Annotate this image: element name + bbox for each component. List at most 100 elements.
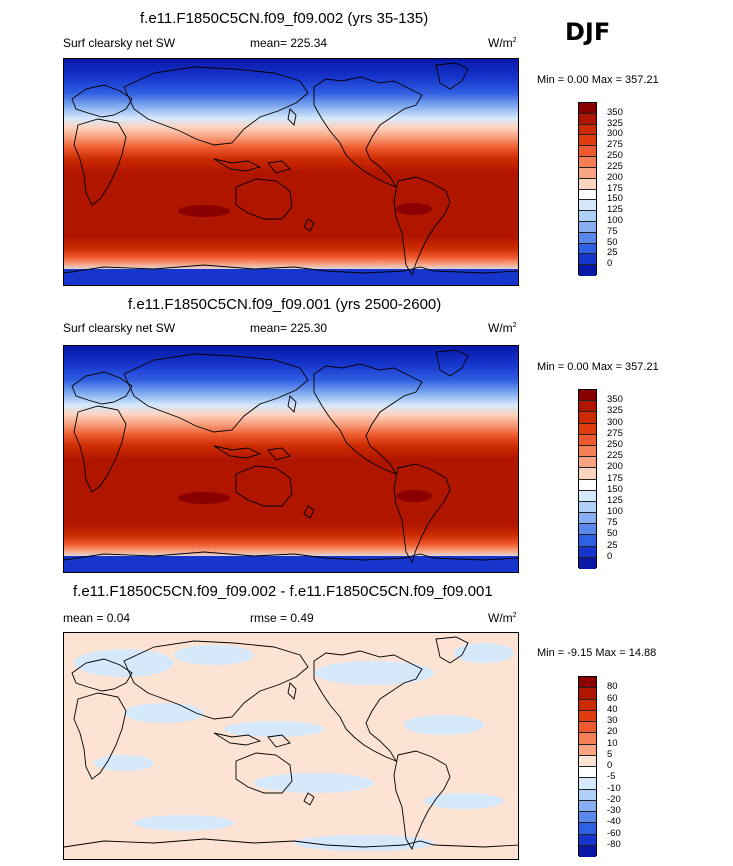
colorbar-tick-label: -20 [607, 793, 621, 805]
colorbar-swatch [579, 677, 596, 689]
colorbar-tick-label: 50 [607, 236, 618, 248]
panel-middle-colorbar [578, 389, 597, 569]
colorbar-tick-label: -10 [607, 782, 621, 794]
panel-middle-min-max: Min = 0.00 Max = 357.21 [537, 361, 659, 373]
colorbar-swatch [579, 755, 596, 767]
panel-bottom-units: W/m2 [488, 611, 517, 625]
panel-bottom-mean-label: mean = 0.04 [63, 611, 131, 625]
colorbar-swatch [579, 113, 596, 125]
colorbar-swatch [579, 211, 596, 222]
colorbar-swatch [579, 103, 596, 114]
colorbar-swatch [579, 265, 596, 276]
colorbar-tick-label: 80 [607, 681, 618, 693]
colorbar-tick-label: 25 [607, 539, 618, 551]
colorbar-swatch [579, 546, 596, 558]
colorbar-swatch [579, 434, 596, 446]
colorbar-swatch [579, 135, 596, 147]
colorbar-swatch [579, 688, 596, 700]
colorbar-swatch [579, 221, 596, 233]
colorbar-tick-label: 75 [607, 225, 618, 237]
colorbar-tick-label: 275 [607, 427, 623, 439]
panel-bottom-min-max: Min = -9.15 Max = 14.88 [537, 647, 657, 659]
colorbar-swatch [579, 200, 596, 212]
panel-middle-mean-label: mean= 225.30 [250, 321, 328, 335]
colorbar-swatch [579, 157, 596, 168]
colorbar-tick-label: 175 [607, 472, 623, 484]
colorbar-tick-label: 0 [607, 550, 613, 562]
colorbar-tick-label: 125 [607, 494, 623, 506]
colorbar-swatch [579, 445, 596, 458]
panel-top-units: W/m2 [488, 36, 517, 50]
colorbar-tick-label: 250 [607, 150, 623, 162]
colorbar-swatch [579, 457, 596, 469]
colorbar-swatch [579, 479, 596, 491]
colorbar-tick-label: 0 [607, 258, 613, 270]
colorbar-swatch [579, 744, 596, 756]
colorbar-tick-label: -5 [607, 771, 616, 783]
colorbar-swatch [579, 845, 596, 857]
panel-middle-title: f.e11.F1850C5CN.f09_f09.001 (yrs 2500-26… [128, 296, 442, 313]
colorbar-tick-label: -40 [607, 816, 621, 828]
colorbar-swatch [579, 468, 596, 480]
panel-bottom-colorbar [578, 676, 597, 857]
panel-bottom-rmse-label: rmse = 0.49 [250, 611, 314, 625]
colorbar-swatch [579, 178, 596, 190]
season-label: DJF [565, 18, 611, 46]
colorbar-tick-label: 325 [607, 405, 623, 417]
colorbar-tick-label: 100 [607, 506, 623, 518]
colorbar-swatch [579, 778, 596, 790]
panel-middle-units: W/m2 [488, 321, 517, 335]
colorbar-swatch [579, 401, 596, 413]
colorbar-tick-label: 350 [607, 394, 623, 406]
panel-top-variable-label: Surf clearsky net SW [63, 36, 176, 50]
colorbar-tick-label: 350 [607, 106, 623, 118]
colorbar-tick-label: 175 [607, 182, 623, 194]
colorbar-swatch [579, 243, 596, 255]
colorbar-tick-label: -80 [607, 838, 621, 850]
colorbar-swatch [579, 699, 596, 711]
panel-top-min-max: Min = 0.00 Max = 357.21 [537, 74, 659, 86]
panel-middle-variable-label: Surf clearsky net SW [63, 321, 176, 335]
colorbar-tick-label: 300 [607, 128, 623, 140]
colorbar-tick-label: 60 [607, 692, 618, 704]
panel-bottom-title: f.e11.F1850C5CN.f09_f09.002 - f.e11.F185… [73, 583, 493, 600]
colorbar-tick-label: 40 [607, 703, 618, 715]
colorbar-swatch [579, 189, 596, 201]
colorbar-swatch [579, 412, 596, 424]
colorbar-tick-label: 200 [607, 171, 623, 183]
colorbar-tick-label: 225 [607, 450, 623, 462]
colorbar-swatch [579, 722, 596, 734]
colorbar-swatch [579, 423, 596, 435]
panel-top-title: f.e11.F1850C5CN.f09_f09.002 (yrs 35-135) [140, 10, 429, 27]
colorbar-swatch [579, 501, 596, 514]
colorbar-tick-label: 200 [607, 461, 623, 473]
colorbar-swatch [579, 834, 596, 846]
colorbar-swatch [579, 823, 596, 835]
colorbar-tick-label: 225 [607, 160, 623, 172]
colorbar-swatch [579, 800, 596, 812]
colorbar-tick-label: 300 [607, 416, 623, 428]
colorbar-swatch [579, 789, 596, 801]
colorbar-swatch [579, 513, 596, 525]
colorbar-swatch [579, 733, 596, 745]
colorbar-tick-label: 75 [607, 517, 618, 529]
colorbar-swatch [579, 146, 596, 158]
colorbar-tick-label: 5 [607, 748, 613, 760]
panel-top-mean-label: mean= 225.34 [250, 36, 328, 50]
colorbar-swatch [579, 124, 596, 136]
colorbar-tick-label: -30 [607, 805, 621, 816]
colorbar-tick-label: 250 [607, 438, 623, 450]
panel-bottom-map [63, 632, 519, 860]
colorbar-tick-label: 325 [607, 117, 623, 129]
colorbar-tick-label: 30 [607, 715, 618, 726]
panel-middle-map [63, 345, 519, 573]
colorbar-tick-label: 150 [607, 193, 623, 205]
colorbar-swatch [579, 390, 596, 402]
colorbar-swatch [579, 535, 596, 547]
colorbar-tick-label: 100 [607, 214, 623, 226]
panel-top-colorbar [578, 102, 597, 276]
colorbar-tick-label: 0 [607, 760, 613, 771]
colorbar-swatch [579, 254, 596, 266]
colorbar-swatch [579, 767, 596, 779]
colorbar-swatch [579, 812, 596, 824]
